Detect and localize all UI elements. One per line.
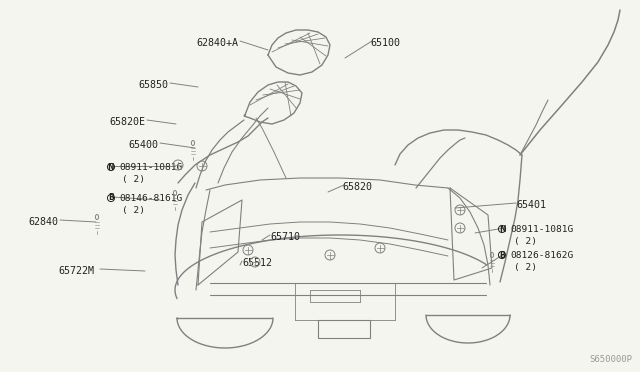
Text: B: B bbox=[499, 250, 505, 260]
Text: 08911-1081G: 08911-1081G bbox=[510, 225, 573, 234]
Text: 65722M: 65722M bbox=[58, 266, 94, 276]
Text: 65820: 65820 bbox=[342, 182, 372, 192]
Text: 65850: 65850 bbox=[138, 80, 168, 90]
Text: 08146-8161G: 08146-8161G bbox=[119, 194, 182, 203]
Text: 08126-8162G: 08126-8162G bbox=[510, 251, 573, 260]
Text: ( 2): ( 2) bbox=[122, 206, 145, 215]
Text: ( 2): ( 2) bbox=[122, 175, 145, 184]
Text: 65400: 65400 bbox=[128, 140, 158, 150]
Text: N: N bbox=[108, 163, 115, 171]
Text: ( 2): ( 2) bbox=[514, 237, 537, 246]
Text: 65820E: 65820E bbox=[109, 117, 145, 127]
Text: 65512: 65512 bbox=[242, 258, 272, 268]
Text: 08911-1081G: 08911-1081G bbox=[119, 163, 182, 172]
Text: 65710: 65710 bbox=[270, 232, 300, 242]
Text: ( 2): ( 2) bbox=[514, 263, 537, 272]
Text: B: B bbox=[108, 193, 114, 202]
Text: S650000P: S650000P bbox=[589, 355, 632, 364]
Text: 65100: 65100 bbox=[370, 38, 400, 48]
Text: 65401: 65401 bbox=[516, 200, 546, 210]
Text: N: N bbox=[499, 224, 505, 234]
Text: 62840+A: 62840+A bbox=[196, 38, 238, 48]
Text: 62840: 62840 bbox=[28, 217, 58, 227]
